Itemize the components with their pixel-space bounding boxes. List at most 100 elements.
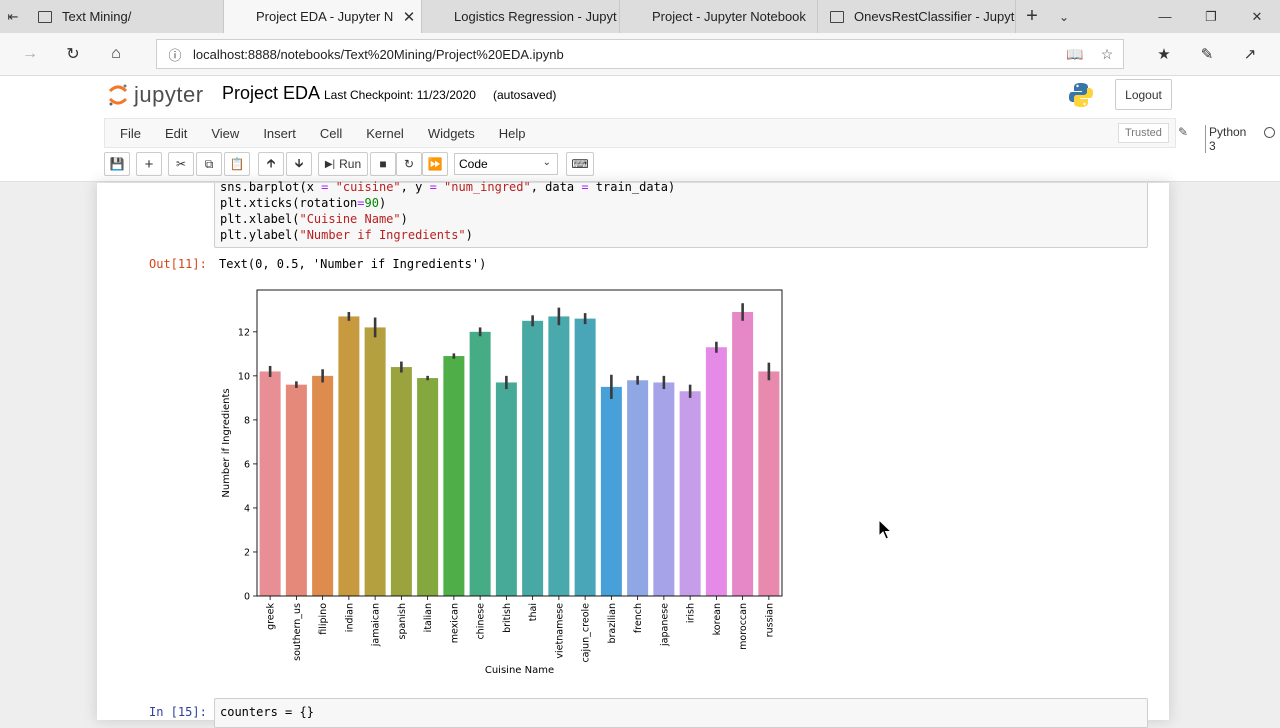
chevron-down-icon: ⌄ [542, 157, 551, 168]
menu-kernel[interactable]: Kernel [366, 125, 404, 141]
bar [495, 382, 517, 596]
bar [469, 331, 491, 596]
bar [627, 380, 649, 596]
output-prompt: Out[11]: [149, 257, 207, 271]
y-axis-label: Number if Ingredients [221, 388, 232, 497]
menu-file[interactable]: File [120, 125, 141, 141]
cell-type-select[interactable]: Code ⌄ [454, 153, 558, 175]
copy-icon[interactable]: ⧉ [196, 152, 222, 176]
close-tab-icon[interactable]: ✕ [402, 8, 416, 26]
bar [758, 371, 780, 596]
fast-forward-icon[interactable]: ⏩ [422, 152, 448, 176]
star-icon[interactable]: ☆ [1100, 45, 1114, 62]
menu-help[interactable]: Help [498, 125, 526, 141]
move-up-icon[interactable]: 🡱 [258, 152, 284, 176]
trusted-badge[interactable]: Trusted [1118, 123, 1169, 143]
x-tick-label: french [633, 603, 644, 633]
bar [522, 320, 544, 596]
restart-icon[interactable]: ↻ [396, 152, 422, 176]
checkpoint-status: Last Checkpoint: 11/23/2020 [324, 88, 476, 102]
menu-widgets[interactable]: Widgets [427, 125, 475, 141]
url-input[interactable]: ⓘ localhost:8888/notebooks/Text%20Mining… [156, 39, 1124, 69]
y-tick-label: 12 [238, 327, 250, 338]
browser-tab-active[interactable]: Project EDA - Jupyter N ✕ [224, 0, 422, 33]
x-tick-label: brazilian [607, 603, 618, 644]
input-prompt: In [15]: [149, 705, 207, 719]
bar [574, 318, 596, 596]
share-icon[interactable]: ↗ [1243, 46, 1257, 63]
y-tick-label: 6 [244, 459, 250, 470]
forward-arrow-icon[interactable]: → [22, 45, 38, 62]
bar [390, 367, 412, 596]
kernel-name[interactable]: Python 3 [1205, 125, 1246, 153]
window-controls: — ❐ ✕ [1142, 0, 1280, 33]
restore-icon[interactable]: ❐ [1205, 8, 1217, 24]
x-tick-label: russian [764, 603, 775, 637]
x-tick-label: japanese [659, 603, 670, 647]
menu-cell[interactable]: Cell [319, 125, 343, 141]
bar [705, 347, 727, 596]
browser-tab[interactable]: Logistics Regression - Jupyt [422, 0, 620, 33]
bar-chart: greek southern_us filipino indian jamaican sp… [221, 289, 783, 676]
jupyter-wordmark: jupyter [134, 82, 204, 107]
insert-cell-icon[interactable]: + [136, 152, 162, 176]
browser-tab[interactable]: OnevsRestClassifier - Jupyte [818, 0, 1016, 33]
logout-button[interactable]: Logout [1115, 79, 1172, 110]
save-icon[interactable]: 💾 [104, 152, 130, 176]
reading-view-icon[interactable]: 📖 [1066, 45, 1084, 62]
tab-title: Logistics Regression - Jupyt [454, 9, 617, 24]
tab-title: Project - Jupyter Notebook [652, 9, 806, 24]
keyboard-icon[interactable]: ⌨ [566, 152, 594, 176]
x-tick-label: southern_us [292, 603, 303, 661]
x-tick-label: jamaican [371, 603, 382, 647]
favorites-icon[interactable]: ★ [1157, 46, 1171, 63]
x-tick-label: chinese [476, 603, 487, 640]
notebook-name[interactable]: Project EDA [222, 83, 321, 103]
close-window-icon[interactable]: ✕ [1251, 8, 1263, 24]
output-text: Text(0, 0.5, 'Number if Ingredients') [219, 257, 487, 271]
code-line: plt.ylabel("Number if Ingredients") [220, 228, 473, 242]
bar [259, 371, 281, 596]
bar [338, 316, 360, 596]
x-tick-label: british [502, 603, 513, 633]
notebook-page: sns.barplot(x = "cuisine", y = "num_ingr… [97, 180, 1169, 728]
autosave-status: (autosaved) [493, 88, 557, 102]
site-info-icon[interactable]: ⓘ [168, 47, 182, 63]
code-cell-input[interactable]: sns.barplot(x = "cuisine", y = "num_ingr… [214, 180, 1148, 248]
bar [312, 375, 334, 596]
menu-insert[interactable]: Insert [263, 125, 296, 141]
pen-icon[interactable]: ✎ [1200, 46, 1214, 63]
edit-pencil-icon[interactable]: ✎ [1178, 125, 1189, 139]
jupyter-header: jupyter Project EDA Last Checkpoint: 11/… [0, 76, 1280, 182]
code-line: sns.barplot(x = "cuisine", y = "num_ingr… [220, 180, 676, 194]
page-icon [830, 10, 844, 23]
new-tab-icon[interactable]: + [1026, 5, 1038, 27]
menu-edit[interactable]: Edit [164, 125, 188, 141]
tab-title: Text Mining/ [62, 9, 132, 24]
cut-icon[interactable]: ✂ [168, 152, 194, 176]
home-icon[interactable]: ⌂ [111, 45, 121, 62]
bar [679, 391, 701, 596]
kernel-idle-icon [1264, 127, 1275, 138]
jupyter-logo[interactable]: jupyter [108, 80, 204, 110]
refresh-icon[interactable]: ↻ [66, 46, 80, 63]
x-tick-label: korean [712, 603, 723, 635]
paste-icon[interactable]: 📋 [224, 152, 250, 176]
menu-view[interactable]: View [211, 125, 240, 141]
code-cell-input[interactable]: counters = {} [214, 698, 1148, 728]
y-tick-label: 10 [238, 371, 250, 382]
move-down-icon[interactable]: 🡳 [286, 152, 312, 176]
stop-icon[interactable]: ■ [370, 152, 396, 176]
chevron-down-icon[interactable]: ⌄ [1058, 9, 1070, 24]
run-button[interactable]: ▶| Run [318, 152, 368, 176]
bar [653, 382, 675, 596]
x-tick-label: thai [528, 603, 539, 621]
tab-actions-icon[interactable]: ⇤ [7, 8, 19, 24]
minimize-icon[interactable]: — [1158, 9, 1172, 24]
bar [732, 312, 754, 596]
browser-tab[interactable]: Project - Jupyter Notebook [620, 0, 818, 33]
url-text: localhost:8888/notebooks/Text%20Mining/P… [193, 46, 564, 62]
bar [364, 327, 386, 596]
browser-tab[interactable]: Text Mining/ [26, 0, 224, 33]
x-tick-label: filipino [318, 603, 329, 635]
